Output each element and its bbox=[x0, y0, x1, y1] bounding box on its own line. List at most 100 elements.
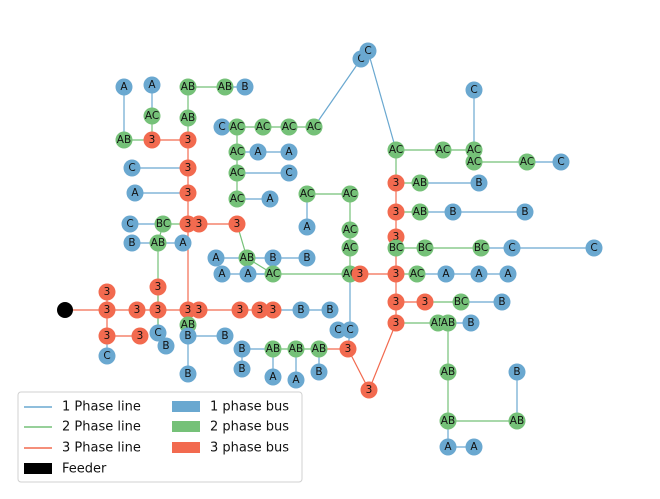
bus-node: A bbox=[239, 265, 257, 283]
bus-label: AC bbox=[467, 144, 481, 156]
bus-label: 3 bbox=[185, 134, 192, 146]
bus-label: A bbox=[470, 441, 478, 453]
bus-label: C bbox=[128, 162, 135, 174]
bus-node: C bbox=[123, 159, 141, 177]
bus-label: 3 bbox=[422, 296, 429, 308]
bus-node: AB bbox=[310, 340, 328, 358]
bus-label: AB bbox=[181, 319, 195, 331]
bus-node: 3 bbox=[179, 159, 197, 177]
bus-marker bbox=[462, 314, 480, 332]
bus-label: A bbox=[292, 374, 300, 386]
legend-box bbox=[17, 391, 303, 483]
bus-marker bbox=[339, 340, 357, 358]
bus-label: B bbox=[521, 206, 528, 218]
bus-marker bbox=[499, 265, 517, 283]
bus-label: A bbox=[120, 81, 128, 93]
bus-marker bbox=[470, 174, 488, 192]
bus-label: B bbox=[184, 368, 191, 380]
bus-label: C bbox=[364, 45, 371, 57]
bus-marker bbox=[190, 301, 208, 319]
bus-label: AB bbox=[240, 252, 254, 264]
bus-marker bbox=[143, 131, 161, 149]
bus-marker bbox=[264, 368, 282, 386]
bus-label: A bbox=[212, 252, 220, 264]
bus-label: AC bbox=[300, 188, 314, 200]
bus-node: BC bbox=[416, 239, 434, 257]
bus-node: AB bbox=[287, 340, 305, 358]
bus-node: B bbox=[516, 203, 534, 221]
bus-node: C bbox=[585, 239, 603, 257]
bus-label: AC bbox=[467, 156, 481, 168]
bus-marker bbox=[154, 215, 172, 233]
bus-label: AB bbox=[289, 343, 303, 355]
bus-marker bbox=[287, 340, 305, 358]
bus-marker bbox=[179, 131, 197, 149]
bus-marker bbox=[131, 327, 149, 345]
bus-marker bbox=[439, 363, 457, 381]
legend-feeder-label: Feeder bbox=[62, 462, 107, 477]
bus-marker bbox=[207, 249, 225, 267]
bus-node: AB bbox=[411, 174, 429, 192]
bus-label: AC bbox=[230, 193, 244, 205]
bus-marker bbox=[228, 164, 246, 182]
bus-marker bbox=[439, 314, 457, 332]
edge-three-phase bbox=[368, 322, 397, 391]
legend-one-phase-line-label: 1 Phase line bbox=[62, 400, 141, 415]
legend-one-phase-bus-label: 1 phase bus bbox=[210, 400, 289, 415]
bus-marker bbox=[123, 234, 141, 252]
bus-node: C bbox=[329, 321, 347, 339]
bus-node: AC bbox=[305, 118, 323, 136]
bus-marker bbox=[298, 218, 316, 236]
bus-marker bbox=[233, 360, 251, 378]
bus-node: AC bbox=[264, 265, 282, 283]
bus-label: 3 bbox=[393, 206, 400, 218]
bus-label: BC bbox=[418, 242, 432, 254]
bus-marker bbox=[305, 118, 323, 136]
bus-label: AC bbox=[343, 224, 357, 236]
bus-marker bbox=[98, 327, 116, 345]
bus-node: A bbox=[470, 265, 488, 283]
bus-label: A bbox=[254, 146, 262, 158]
bus-label: 3 bbox=[185, 304, 192, 316]
bus-marker bbox=[439, 438, 457, 456]
legend: 1 Phase line 2 Phase line 3 Phase line F… bbox=[17, 391, 303, 483]
bus-node: A bbox=[287, 371, 305, 389]
bus-node: BC bbox=[387, 239, 405, 257]
bus-marker bbox=[143, 107, 161, 125]
bus-node: 3 bbox=[416, 293, 434, 311]
bus-label: C bbox=[346, 324, 353, 336]
bus-label: BC bbox=[474, 242, 488, 254]
bus-label: 3 bbox=[134, 304, 141, 316]
bus-node: A bbox=[261, 190, 279, 208]
bus-label: 3 bbox=[185, 218, 192, 230]
bus-label: C bbox=[218, 121, 225, 133]
bus-label: AB bbox=[151, 237, 165, 249]
bus-node: A bbox=[264, 368, 282, 386]
bus-marker bbox=[179, 78, 197, 96]
bus-marker bbox=[123, 159, 141, 177]
bus-node: 3 bbox=[143, 131, 161, 149]
bus-label: 3 bbox=[345, 343, 352, 355]
bus-marker bbox=[341, 239, 359, 257]
bus-label: B bbox=[297, 304, 304, 316]
bus-label: C bbox=[470, 84, 477, 96]
bus-node: A bbox=[115, 78, 133, 96]
bus-label: AC bbox=[230, 167, 244, 179]
bus-label: 3 bbox=[257, 304, 264, 316]
bus-label: B bbox=[238, 363, 245, 375]
bus-marker bbox=[280, 143, 298, 161]
bus-marker bbox=[411, 174, 429, 192]
bus-node: 3 bbox=[339, 340, 357, 358]
bus-node: 3 bbox=[231, 301, 249, 319]
bus-label: C bbox=[590, 242, 597, 254]
bus-marker bbox=[254, 118, 272, 136]
bus-label: A bbox=[131, 187, 139, 199]
bus-marker bbox=[149, 234, 167, 252]
bus-marker bbox=[287, 371, 305, 389]
bus-marker bbox=[157, 337, 175, 355]
bus-label: A bbox=[444, 441, 452, 453]
bus-node: AB bbox=[149, 234, 167, 252]
bus-marker bbox=[387, 174, 405, 192]
bus-marker bbox=[264, 340, 282, 358]
